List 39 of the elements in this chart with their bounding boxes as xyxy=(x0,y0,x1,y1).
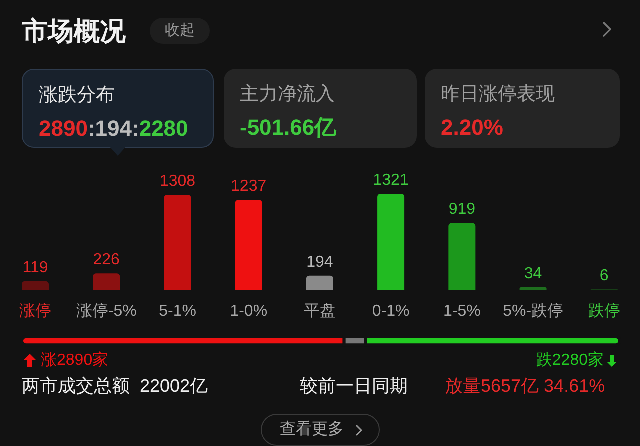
text: 跌2280家 xyxy=(536,352,604,369)
text: 两市成交总额 22002亿 xyxy=(22,376,208,396)
text: 2890:194:2280 xyxy=(39,116,188,141)
text: 收起 xyxy=(165,22,195,39)
data-label: 119 xyxy=(22,259,48,276)
data-label: 34 xyxy=(524,266,542,283)
x-tick-label: 跌停 xyxy=(588,303,620,320)
chart-title: 市场概况 xyxy=(22,16,126,46)
text: 放量5657亿 34.61% xyxy=(445,376,606,396)
data-label: 1308 xyxy=(160,172,196,190)
text: 涨2890家 xyxy=(41,352,109,369)
text: 昨日涨停表现 xyxy=(441,84,555,105)
x-tick-label: 平盘 xyxy=(304,303,336,320)
x-tick-label: 0-1% xyxy=(372,303,410,320)
text: -501.66亿 xyxy=(240,115,337,140)
text: 较前一日同期 xyxy=(300,376,408,396)
x-tick-label: 1-0% xyxy=(230,303,268,320)
text: 2.20% xyxy=(441,115,504,140)
bar xyxy=(378,194,405,290)
bar xyxy=(93,274,120,290)
data-label: 1321 xyxy=(373,172,409,189)
bar xyxy=(306,276,334,290)
text: 涨跌分布 xyxy=(39,85,115,106)
data-label: 6 xyxy=(600,268,609,285)
bar xyxy=(448,223,476,290)
bar xyxy=(235,200,262,290)
x-tick-label: 5-1% xyxy=(159,303,196,320)
x-tick-label: 涨停 xyxy=(20,302,52,320)
text: 主力净流入 xyxy=(240,84,335,105)
x-tick-label: 涨停-5% xyxy=(76,302,137,320)
data-label: 194 xyxy=(306,254,334,271)
data-label: 226 xyxy=(93,252,120,269)
data-label: 919 xyxy=(448,201,476,218)
data-label: 1237 xyxy=(231,178,267,196)
x-tick-label: 1-5% xyxy=(444,303,481,320)
text: 查看更多 xyxy=(280,421,344,438)
x-tick-label: 5%-跌停 xyxy=(503,303,564,320)
bar xyxy=(22,281,49,290)
bar xyxy=(164,194,192,290)
